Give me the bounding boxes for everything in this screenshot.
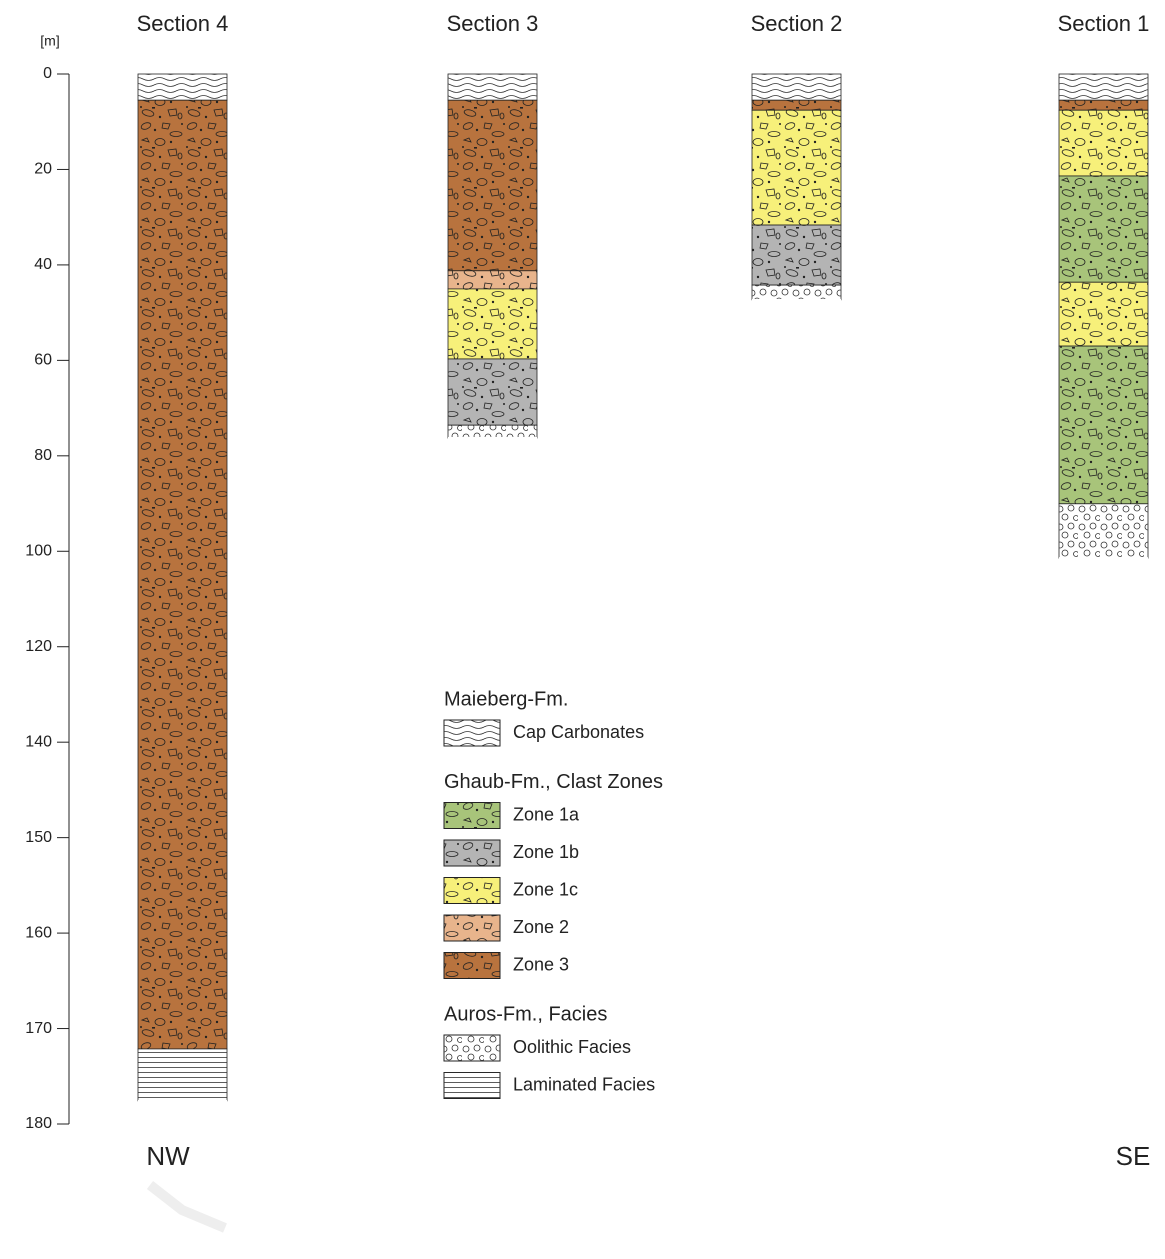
watermark	[150, 1185, 225, 1228]
legend-label: Zone 2	[513, 917, 569, 937]
layer-pattern	[752, 74, 841, 100]
legend-swatch-pattern	[444, 720, 500, 746]
legend-label: Zone 1a	[513, 804, 580, 824]
axis-tick-label: 60	[34, 352, 52, 369]
layer-pattern	[138, 100, 227, 1049]
layer-pattern	[448, 271, 537, 289]
legend-label: Zone 3	[513, 954, 569, 974]
axis-tick-label: 40	[34, 256, 52, 273]
axis-tick-label: 140	[25, 733, 52, 750]
layer-pattern	[448, 425, 537, 438]
direction-left: NW	[146, 1141, 190, 1171]
axis-tick-label: 150	[25, 829, 52, 846]
legend-label: Oolithic Facies	[513, 1037, 631, 1057]
layer-pattern	[1059, 176, 1148, 282]
layer-pattern	[448, 100, 537, 271]
legend-swatch-pattern	[444, 840, 500, 866]
axis-tick-label: 120	[25, 638, 52, 655]
legend-swatch-pattern	[444, 953, 500, 979]
layer-pattern	[448, 289, 537, 359]
legend-label: Zone 1b	[513, 842, 579, 862]
layer-pattern	[752, 285, 841, 300]
section-title: Section 4	[137, 11, 229, 36]
axis-tick-label: 160	[25, 924, 52, 941]
direction-right: SE	[1116, 1141, 1151, 1171]
layer-pattern	[1059, 110, 1148, 176]
legend-swatch-pattern	[444, 915, 500, 941]
axis-tick-label: 20	[34, 161, 52, 178]
legend-swatch-pattern	[444, 878, 500, 904]
axis-tick-label: 100	[25, 542, 52, 559]
axis-tick-label: 180	[25, 1115, 52, 1132]
layer-pattern	[752, 100, 841, 110]
legend-group-title: Auros-Fm., Facies	[444, 1003, 607, 1025]
layer-pattern	[138, 1049, 227, 1101]
layer-pattern	[752, 110, 841, 225]
legend-label: Cap Carbonates	[513, 722, 644, 742]
layer-pattern	[448, 74, 537, 100]
axis-tick-label: 0	[43, 65, 52, 82]
legend-swatch-pattern	[444, 1073, 500, 1099]
layer-pattern	[1059, 504, 1148, 558]
layer-pattern	[1059, 346, 1148, 504]
layer-pattern	[138, 74, 227, 100]
diagram: [m] NW SE 0 20 40 60 80 100 120 140 150 160 170 180…	[0, 0, 1165, 1259]
legend-swatch-pattern	[444, 1035, 500, 1061]
legend-label: Laminated Facies	[513, 1074, 655, 1094]
section-title: Section 1	[1058, 11, 1150, 36]
layer-pattern	[1059, 100, 1148, 110]
section-title: Section 3	[447, 11, 539, 36]
layer-pattern	[1059, 282, 1148, 346]
axis-unit: [m]	[40, 33, 59, 49]
legend-group-title: Ghaub-Fm., Clast Zones	[444, 771, 663, 793]
layer-pattern	[448, 359, 537, 425]
layer-pattern	[1059, 74, 1148, 100]
legend-label: Zone 1c	[513, 879, 578, 899]
axis-tick-label: 80	[34, 447, 52, 464]
layer-pattern	[752, 225, 841, 285]
section-title: Section 2	[751, 11, 843, 36]
axis-tick-label: 170	[25, 1020, 52, 1037]
legend-swatch-pattern	[444, 803, 500, 829]
legend-group-title: Maieberg-Fm.	[444, 688, 568, 710]
